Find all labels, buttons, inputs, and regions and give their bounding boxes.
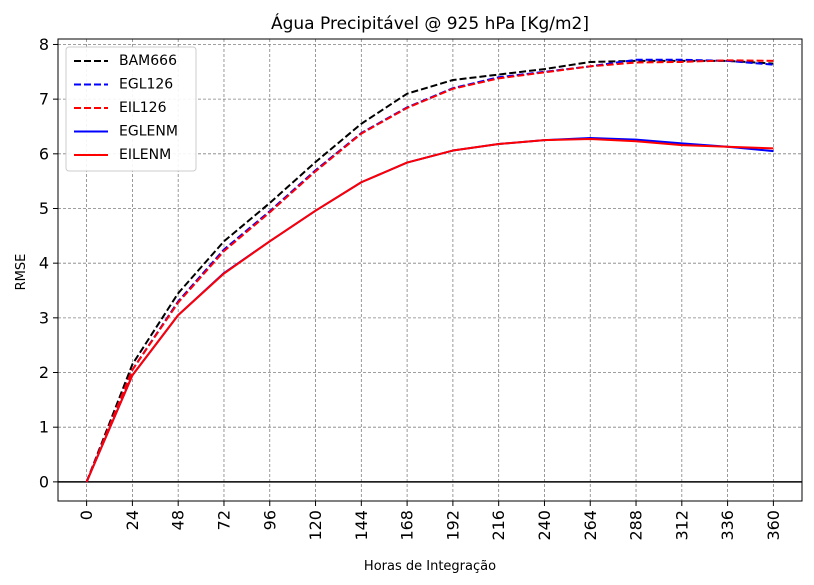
x-tick-label: 96 xyxy=(260,510,279,530)
y-tick-label: 5 xyxy=(39,199,49,218)
x-tick-label: 192 xyxy=(443,510,462,541)
y-tick-label: 3 xyxy=(39,308,49,327)
x-tick-label: 216 xyxy=(489,510,508,541)
series-line-eil126 xyxy=(85,59,774,483)
x-tick-label: 72 xyxy=(214,510,233,530)
y-tick-label: 8 xyxy=(39,35,49,54)
x-tick-label: 168 xyxy=(398,510,417,541)
y-axis-ticks: 0 1 2 3 4 5 6 7 8 xyxy=(39,35,58,491)
x-tick-label: 264 xyxy=(581,510,600,541)
legend-label-eil126: EIL126 xyxy=(119,100,167,116)
x-axis-ticks: 0 24 48 72 96 120 144 168 192 216 240 264 288 312 336 3… xyxy=(77,501,783,541)
x-tick-label: 312 xyxy=(672,510,691,541)
x-tick-label: 120 xyxy=(306,510,325,541)
legend-label-egl126: EGL126 xyxy=(119,77,173,93)
x-tick-label: 0 xyxy=(77,510,96,520)
series-line-eilenm xyxy=(85,138,774,483)
y-axis-label: RMSE xyxy=(14,254,29,291)
legend: BAM666 EGL126 EIL126 EGLENM EILENM xyxy=(65,46,197,172)
x-tick-label: 336 xyxy=(718,510,737,541)
plot-border xyxy=(57,38,803,502)
y-tick-label: 0 xyxy=(39,472,49,491)
series-line-bam666 xyxy=(85,59,774,483)
legend-label-bam666: BAM666 xyxy=(119,53,177,69)
y-tick-label: 1 xyxy=(39,418,49,437)
legend-label-eilenm: EILENM xyxy=(119,147,171,163)
x-tick-label: 288 xyxy=(627,510,646,541)
series-line-egl126 xyxy=(85,58,774,483)
plot-frame xyxy=(57,38,803,502)
y-tick-label: 7 xyxy=(39,90,49,109)
legend-label-eglenm: EGLENM xyxy=(119,124,178,140)
y-tick-label: 4 xyxy=(39,254,49,273)
x-tick-label: 240 xyxy=(535,510,554,541)
x-axis-label: Horas de Integração xyxy=(364,559,496,574)
x-tick-label: 48 xyxy=(169,510,188,530)
series-lines xyxy=(85,58,774,483)
x-tick-label: 24 xyxy=(123,510,142,530)
x-tick-label: 144 xyxy=(352,510,371,541)
x-tick-label: 360 xyxy=(764,510,783,541)
y-tick-label: 2 xyxy=(39,363,49,382)
chart-title: Água Precipitável @ 925 hPa [Kg/m2] xyxy=(271,12,589,34)
y-tick-label: 6 xyxy=(39,144,49,163)
legend-box xyxy=(65,46,197,172)
